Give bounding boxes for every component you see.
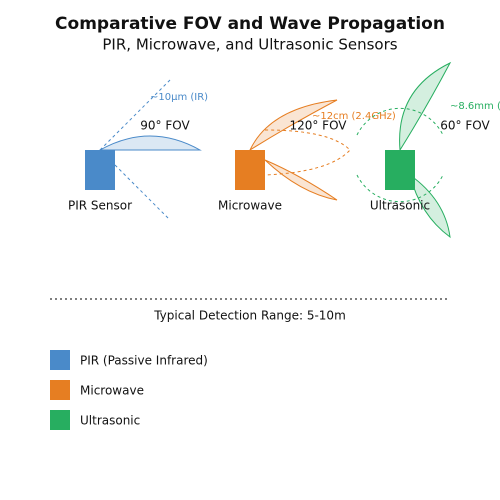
legend-label: Microwave xyxy=(80,384,144,398)
sensor-label: Ultrasonic xyxy=(370,199,430,213)
lobe xyxy=(409,173,451,239)
wave-front xyxy=(356,107,444,136)
sensor-icon xyxy=(235,150,265,190)
wave-label: ~8.6mm ( xyxy=(450,101,500,112)
fov-edge xyxy=(114,164,171,221)
legend-swatch xyxy=(50,350,70,370)
subtitle: PIR, Microwave, and Ultrasonic Sensors xyxy=(102,36,397,54)
sensor-label: PIR Sensor xyxy=(68,199,132,213)
fov-label: 120° FOV xyxy=(289,119,347,133)
wave-label: ~12cm (2.4GHz) xyxy=(312,111,396,122)
legend-label: PIR (Passive Infrared) xyxy=(80,354,208,368)
wave-front xyxy=(356,174,444,203)
fov-label: 90° FOV xyxy=(140,119,190,133)
wave-label: ~10μm (IR) xyxy=(150,92,208,103)
legend-label: Ultrasonic xyxy=(80,414,140,428)
fov-label: 60° FOV xyxy=(440,119,490,133)
lobe xyxy=(399,61,452,152)
fov-edge xyxy=(99,79,171,151)
legend-swatch xyxy=(50,410,70,430)
range-label: Typical Detection Range: 5-10m xyxy=(153,309,346,323)
lobe xyxy=(264,159,338,201)
title: Comparative FOV and Wave Propagation xyxy=(55,14,445,34)
lobe xyxy=(248,99,338,152)
sensor-label: Microwave xyxy=(218,199,282,213)
sensor-icon xyxy=(385,150,415,190)
wave-front xyxy=(264,129,351,176)
sensor-icon xyxy=(85,150,115,190)
fov-area xyxy=(98,135,202,151)
legend-swatch xyxy=(50,380,70,400)
